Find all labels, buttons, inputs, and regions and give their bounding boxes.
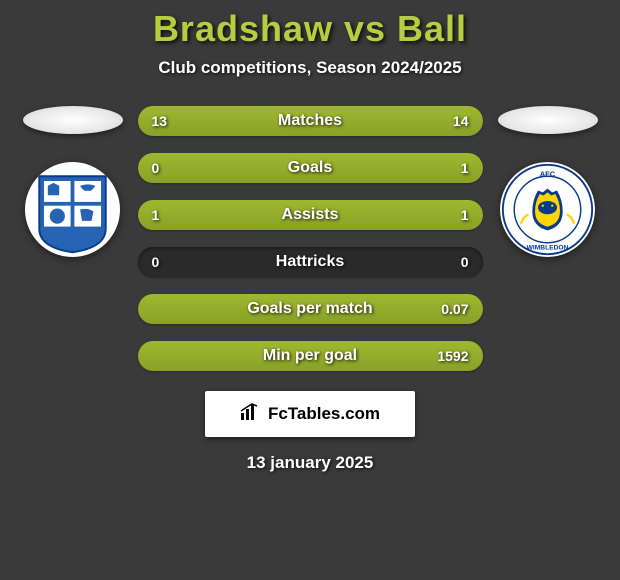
stat-bar: 0 Hattricks 0 (138, 247, 483, 277)
avatar-placeholder-left (23, 106, 123, 134)
stat-value-left: 1 (152, 207, 160, 223)
attribution-text: FcTables.com (268, 404, 380, 424)
stat-bar: Goals per match 0.07 (138, 294, 483, 324)
player-left-column (18, 106, 128, 257)
club-badge-right: AFC WIMBLEDON (500, 162, 595, 257)
svg-text:AFC: AFC (540, 169, 556, 178)
stat-fill-left (138, 200, 200, 230)
player-right-column: AFC WIMBLEDON (493, 106, 603, 257)
stat-value-right: 14 (453, 113, 469, 129)
chart-icon (240, 403, 262, 426)
comparison-card: Bradshaw vs Ball Club competitions, Seas… (0, 0, 620, 473)
tranmere-badge-icon (25, 162, 120, 257)
page-title: Bradshaw vs Ball (153, 8, 467, 50)
stat-label: Matches (278, 112, 342, 130)
stats-column: 13 Matches 14 0 Goals 1 1 Assists 1 0 Hattricks 0 Go… (138, 106, 483, 371)
stat-fill-left (138, 106, 200, 136)
stat-label: Min per goal (263, 347, 357, 365)
wimbledon-badge-icon: AFC WIMBLEDON (500, 162, 595, 257)
stat-value-left: 0 (152, 254, 160, 270)
stat-bar: Min per goal 1592 (138, 341, 483, 371)
stat-value-right: 1 (461, 207, 469, 223)
avatar-placeholder-right (498, 106, 598, 134)
stat-value-right: 1592 (437, 348, 468, 364)
stat-value-left: 13 (152, 113, 168, 129)
stat-label: Assists (282, 206, 339, 224)
stat-value-right: 1 (461, 160, 469, 176)
stat-bar: 1 Assists 1 (138, 200, 483, 230)
subtitle: Club competitions, Season 2024/2025 (158, 58, 461, 78)
stat-bar: 13 Matches 14 (138, 106, 483, 136)
stat-bar: 0 Goals 1 (138, 153, 483, 183)
svg-text:WIMBLEDON: WIMBLEDON (527, 244, 569, 251)
stat-label: Goals per match (247, 300, 372, 318)
stat-label: Hattricks (276, 253, 344, 271)
main-area: 13 Matches 14 0 Goals 1 1 Assists 1 0 Hattricks 0 Go… (0, 106, 620, 371)
club-badge-left (25, 162, 120, 257)
stat-value-right: 0 (461, 254, 469, 270)
attribution-badge[interactable]: FcTables.com (205, 391, 415, 437)
stat-value-right: 0.07 (441, 301, 468, 317)
stat-value-left: 0 (152, 160, 160, 176)
stat-fill-right (200, 200, 483, 230)
stat-label: Goals (288, 159, 332, 177)
date-text: 13 january 2025 (247, 453, 374, 473)
